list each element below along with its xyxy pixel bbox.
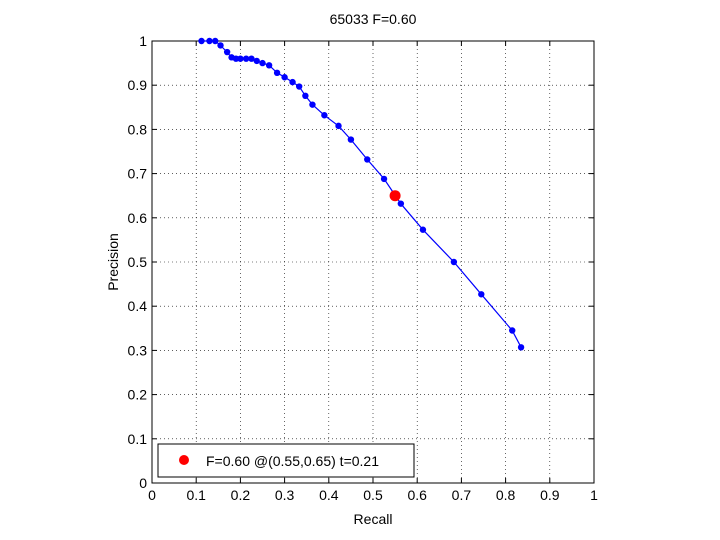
highlight-point: [389, 190, 401, 202]
x-tick-label: 0.3: [275, 487, 295, 503]
series-point: [212, 37, 219, 45]
y-tick-label: 0.1: [128, 431, 148, 447]
y-tick-label: 0.4: [128, 298, 148, 314]
x-tick-label: 0.1: [186, 487, 206, 503]
x-tick-label: 0.5: [363, 487, 383, 503]
x-tick-label: 0.8: [496, 487, 516, 503]
x-tick-label: 0: [148, 487, 156, 503]
y-tick-label: 0.7: [128, 166, 148, 182]
series-group: [198, 37, 525, 351]
series-point: [397, 200, 405, 207]
x-tick-label: 1: [590, 487, 598, 503]
series-point: [259, 59, 266, 67]
y-tick-labels: 0 0.1 0.2 0.3 0.4 0.5 0.6 0.7 0.8 0.9 1: [128, 33, 148, 491]
series-point: [232, 55, 240, 62]
series-point: [198, 37, 205, 45]
series-point: [517, 344, 525, 351]
y-tick-label: 0.3: [128, 342, 148, 358]
legend: F=0.60 @(0.55,0.65) t=0.21: [157, 443, 415, 478]
y-tick-label: 1: [139, 33, 147, 49]
x-tick-label: 0.9: [540, 487, 560, 503]
series-point: [281, 74, 288, 81]
series-point: [509, 327, 516, 334]
legend-box: [157, 443, 415, 478]
series-point: [265, 62, 273, 69]
series-point: [248, 55, 255, 62]
series-point: [364, 156, 371, 163]
x-tick-label: 0.2: [231, 487, 251, 503]
x-tick-labels: 0 0.1 0.2 0.3 0.4 0.5 0.6 0.7 0.8 0.9 1: [148, 487, 598, 503]
series-point: [347, 136, 355, 143]
highlight-group: [389, 190, 401, 202]
series-point: [242, 55, 250, 62]
y-tick-label: 0: [139, 475, 147, 491]
series-point: [335, 122, 342, 130]
series-point: [295, 83, 303, 90]
plot-frame: [151, 40, 595, 484]
series-point: [217, 42, 224, 49]
series-point: [273, 69, 281, 77]
y-tick-label: 0.2: [128, 387, 148, 403]
chart-title: 65033 F=0.60: [330, 11, 417, 27]
series-point: [206, 37, 213, 45]
series-point: [253, 57, 260, 65]
series-point: [450, 258, 458, 266]
y-tick-label: 0.8: [128, 121, 148, 137]
series-point: [289, 78, 296, 86]
series-point: [223, 48, 231, 56]
series-point: [321, 112, 328, 119]
legend-marker: [179, 455, 189, 465]
y-tick-label: 0.5: [128, 254, 148, 270]
y-tick-label: 0.6: [128, 210, 148, 226]
y-tick-label: 0.9: [128, 77, 148, 93]
legend-label: F=0.60 @(0.55,0.65) t=0.21: [206, 453, 379, 469]
series-point: [478, 291, 485, 298]
x-tick-label: 0.7: [452, 487, 472, 503]
series-point: [419, 226, 427, 233]
y-axis-label: Precision: [105, 233, 121, 291]
series-point: [237, 55, 244, 62]
x-axis-label: Recall: [354, 511, 393, 527]
x-tick-label: 0.4: [319, 487, 339, 503]
series-point: [380, 175, 388, 183]
x-tick-label: 0.6: [407, 487, 427, 503]
series-point: [302, 92, 309, 100]
series-point: [309, 101, 316, 108]
